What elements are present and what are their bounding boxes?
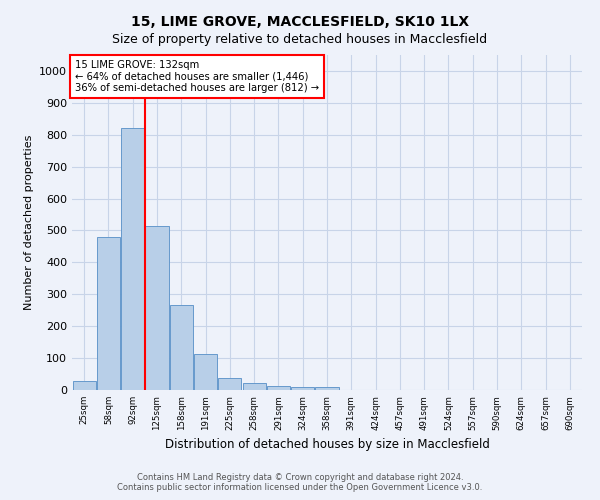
Bar [316, 388, 338, 390]
Text: 15 LIME GROVE: 132sqm
← 64% of detached houses are smaller (1,446)
36% of semi-d: 15 LIME GROVE: 132sqm ← 64% of detached … [74, 60, 319, 93]
Bar [242, 383, 266, 390]
Bar [218, 378, 241, 390]
Bar [291, 388, 314, 390]
Bar [267, 386, 290, 390]
Bar [73, 381, 95, 390]
Bar [145, 226, 169, 390]
Text: Size of property relative to detached houses in Macclesfield: Size of property relative to detached ho… [112, 32, 488, 46]
Bar [121, 128, 144, 390]
Bar [97, 238, 120, 390]
Bar [170, 306, 193, 390]
Bar [194, 354, 217, 390]
Y-axis label: Number of detached properties: Number of detached properties [23, 135, 34, 310]
X-axis label: Distribution of detached houses by size in Macclesfield: Distribution of detached houses by size … [164, 438, 490, 451]
Text: Contains HM Land Registry data © Crown copyright and database right 2024.
Contai: Contains HM Land Registry data © Crown c… [118, 473, 482, 492]
Text: 15, LIME GROVE, MACCLESFIELD, SK10 1LX: 15, LIME GROVE, MACCLESFIELD, SK10 1LX [131, 15, 469, 29]
